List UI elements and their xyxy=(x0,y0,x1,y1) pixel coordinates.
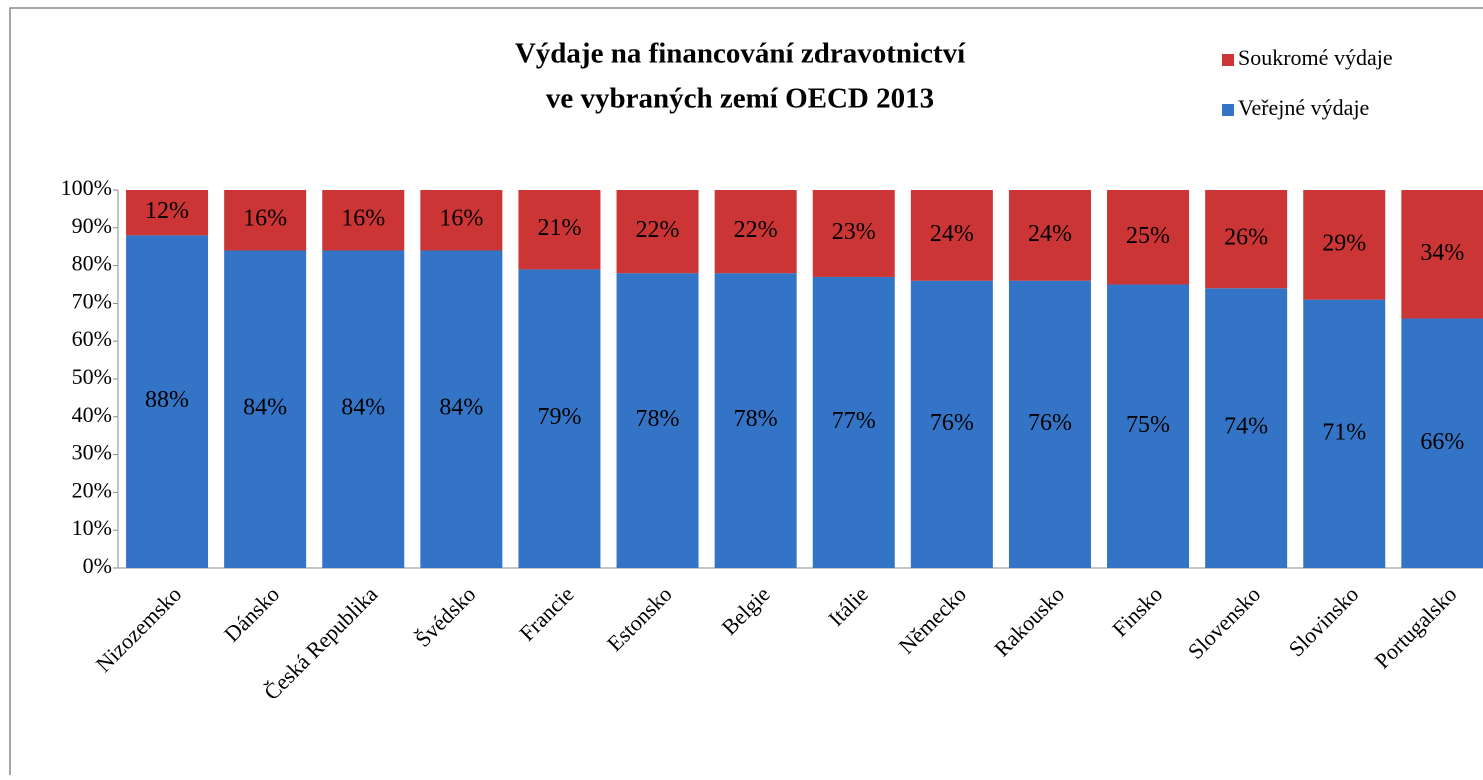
data-label: 71% xyxy=(1322,419,1366,445)
data-label: 84% xyxy=(341,395,385,421)
chart-title: Výdaje na financování zdravotnictví xyxy=(515,38,966,70)
y-tick-label: 0% xyxy=(83,553,112,578)
y-tick-label: 100% xyxy=(61,175,112,200)
y-tick-label: 70% xyxy=(72,288,112,313)
data-label: 22% xyxy=(636,217,680,243)
data-label: 75% xyxy=(1126,412,1170,438)
bar-segment xyxy=(224,190,307,251)
data-label: 66% xyxy=(1420,429,1464,455)
data-label: 21% xyxy=(537,215,581,241)
bar-segment xyxy=(1205,190,1288,289)
bar-segment xyxy=(126,190,209,236)
data-label: 16% xyxy=(341,206,385,232)
bar-segment xyxy=(322,190,405,251)
bar-segment xyxy=(1401,190,1483,319)
chart-subtitle: ve vybraných zemí OECD 2013 xyxy=(546,83,934,115)
data-label: 79% xyxy=(537,404,581,430)
y-tick-label: 60% xyxy=(72,326,112,351)
bar-segment xyxy=(518,269,601,568)
bar-segment xyxy=(322,250,405,569)
bar-segment xyxy=(1107,284,1190,568)
data-label: 78% xyxy=(636,406,680,432)
y-tick-label: 10% xyxy=(72,515,112,540)
data-label: 29% xyxy=(1322,230,1366,256)
data-label: 34% xyxy=(1420,240,1464,266)
bar-segment xyxy=(910,190,993,281)
bar-segment xyxy=(1008,190,1091,281)
bar-segment xyxy=(812,190,895,277)
y-tick-label: 50% xyxy=(72,364,112,389)
bar-segment xyxy=(714,190,797,274)
bar-segment xyxy=(420,190,503,251)
data-label: 16% xyxy=(439,206,483,232)
bar-segment xyxy=(1303,190,1386,300)
y-tick-label: 30% xyxy=(72,440,112,465)
data-label: 23% xyxy=(832,219,876,245)
bar-segment xyxy=(518,190,601,270)
data-label: 25% xyxy=(1126,223,1170,249)
data-label: 77% xyxy=(832,408,876,434)
data-label: 24% xyxy=(930,221,974,247)
bar-segment xyxy=(1401,318,1483,568)
legend-label: Veřejné výdaje xyxy=(1238,95,1369,120)
data-label: 12% xyxy=(145,198,189,224)
bar-segment xyxy=(1303,299,1386,568)
y-tick-label: 80% xyxy=(72,251,112,276)
data-label: 76% xyxy=(930,410,974,436)
bar-segment xyxy=(1205,288,1288,568)
bar-segment xyxy=(616,273,699,568)
data-label: 88% xyxy=(145,387,189,413)
legend-swatch xyxy=(1222,104,1234,116)
bar-segment xyxy=(1008,280,1091,568)
bar-segment xyxy=(812,276,895,568)
bar-segment xyxy=(126,235,209,569)
bar-segment xyxy=(910,280,993,568)
bar-segment xyxy=(420,250,503,569)
y-tick-label: 20% xyxy=(72,477,112,502)
bar-segment xyxy=(616,190,699,274)
data-label: 74% xyxy=(1224,414,1268,440)
data-label: 22% xyxy=(734,217,778,243)
y-tick-label: 40% xyxy=(72,402,112,427)
bar-segment xyxy=(1107,190,1190,285)
bar-segment xyxy=(714,273,797,568)
data-label: 16% xyxy=(243,206,287,232)
data-label: 84% xyxy=(439,395,483,421)
legend-swatch xyxy=(1222,54,1234,66)
bar-segment xyxy=(224,250,307,569)
data-label: 76% xyxy=(1028,410,1072,436)
legend-label: Soukromé výdaje xyxy=(1238,45,1393,70)
data-label: 78% xyxy=(734,406,778,432)
data-label: 24% xyxy=(1028,221,1072,247)
data-label: 84% xyxy=(243,395,287,421)
data-label: 26% xyxy=(1224,225,1268,251)
y-tick-label: 90% xyxy=(72,213,112,238)
